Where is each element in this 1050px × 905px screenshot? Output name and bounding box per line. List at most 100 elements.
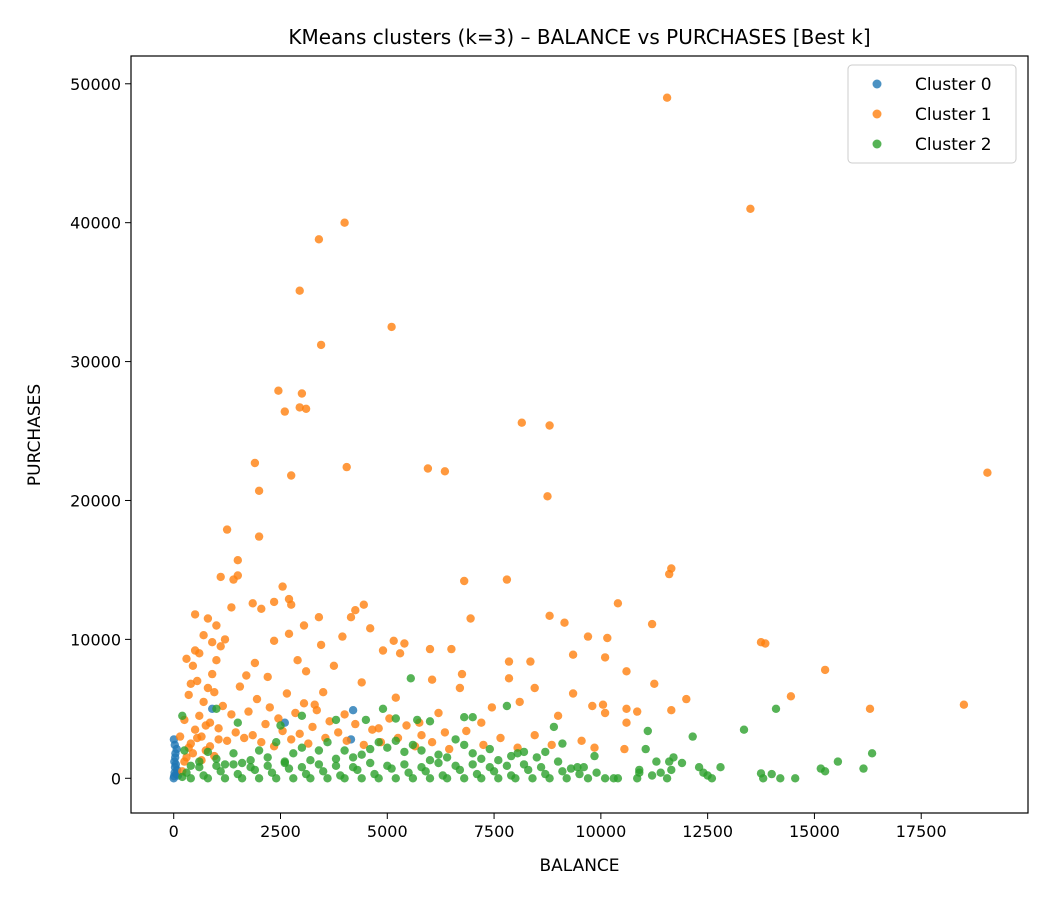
data-point bbox=[312, 706, 321, 715]
data-point bbox=[297, 711, 307, 720]
data-point bbox=[342, 736, 351, 745]
data-point bbox=[203, 614, 213, 623]
data-point bbox=[408, 740, 418, 750]
data-point bbox=[359, 600, 368, 609]
data-point bbox=[620, 744, 629, 754]
data-point bbox=[182, 654, 191, 663]
data-point bbox=[240, 733, 249, 743]
data-point bbox=[246, 756, 255, 765]
data-point bbox=[269, 597, 279, 607]
data-point bbox=[417, 731, 426, 740]
data-point bbox=[583, 632, 593, 641]
legend-item: Cluster 0 bbox=[872, 75, 992, 95]
data-point bbox=[400, 747, 409, 757]
data-point bbox=[366, 758, 375, 768]
data-point bbox=[323, 774, 332, 783]
data-point bbox=[573, 763, 582, 772]
data-point bbox=[263, 761, 272, 770]
data-point bbox=[451, 761, 460, 770]
data-point bbox=[331, 754, 341, 763]
x-axis-label: BALANCE bbox=[539, 856, 619, 876]
data-point bbox=[374, 724, 383, 733]
data-point bbox=[301, 404, 311, 413]
data-point bbox=[250, 458, 260, 468]
data-point bbox=[357, 678, 366, 687]
data-point bbox=[440, 467, 450, 476]
data-point bbox=[526, 657, 535, 666]
data-point bbox=[210, 688, 219, 697]
data-point bbox=[214, 724, 223, 733]
data-point bbox=[457, 669, 467, 679]
data-point bbox=[477, 718, 486, 727]
data-point bbox=[306, 756, 315, 765]
y-tick-label: 10000 bbox=[70, 630, 121, 649]
data-point bbox=[558, 767, 567, 776]
data-point bbox=[257, 604, 266, 613]
data-point bbox=[229, 749, 238, 758]
data-point bbox=[566, 764, 576, 773]
data-point bbox=[357, 774, 366, 783]
y-tick-label: 0 bbox=[111, 769, 121, 788]
data-point bbox=[622, 667, 631, 676]
data-point bbox=[346, 613, 356, 622]
data-point bbox=[462, 726, 471, 736]
data-point bbox=[425, 717, 435, 726]
data-point bbox=[560, 618, 569, 627]
data-point bbox=[190, 610, 200, 619]
data-point bbox=[391, 714, 400, 723]
data-point bbox=[568, 650, 578, 659]
x-tick-label: 0 bbox=[169, 822, 179, 841]
data-point bbox=[278, 582, 287, 591]
data-point bbox=[178, 711, 187, 720]
data-point bbox=[252, 694, 262, 704]
data-point bbox=[212, 621, 221, 630]
data-point bbox=[233, 769, 242, 779]
data-point bbox=[530, 731, 539, 740]
data-point bbox=[391, 693, 400, 702]
data-point bbox=[203, 683, 213, 693]
data-point bbox=[536, 763, 546, 772]
data-point bbox=[707, 774, 717, 783]
data-point bbox=[603, 633, 612, 643]
data-point bbox=[959, 700, 969, 709]
data-point bbox=[434, 708, 443, 718]
data-point bbox=[231, 728, 240, 737]
data-point bbox=[865, 704, 875, 713]
data-point bbox=[297, 763, 307, 772]
data-point bbox=[265, 703, 274, 712]
data-point bbox=[434, 758, 443, 768]
data-point bbox=[761, 639, 770, 648]
data-point bbox=[600, 708, 610, 718]
data-point bbox=[633, 774, 642, 783]
data-point bbox=[579, 763, 588, 772]
data-point bbox=[983, 468, 992, 477]
data-point bbox=[590, 751, 599, 761]
data-point bbox=[667, 706, 676, 715]
data-point bbox=[257, 738, 266, 747]
data-point bbox=[269, 636, 279, 645]
data-point bbox=[391, 774, 400, 783]
data-point bbox=[404, 768, 413, 777]
data-point bbox=[366, 624, 375, 633]
data-point bbox=[357, 750, 366, 759]
data-point bbox=[451, 735, 460, 744]
data-point bbox=[190, 646, 200, 655]
data-point bbox=[438, 771, 447, 780]
data-point bbox=[455, 683, 465, 693]
data-point bbox=[656, 768, 665, 777]
data-point bbox=[502, 701, 512, 711]
data-point bbox=[519, 747, 529, 757]
data-point bbox=[280, 758, 289, 768]
y-tick-label: 20000 bbox=[70, 491, 121, 510]
data-point bbox=[171, 753, 180, 762]
data-point bbox=[427, 675, 437, 684]
data-point bbox=[319, 767, 328, 776]
y-axis-label: PURCHASES bbox=[25, 384, 45, 486]
data-point bbox=[460, 740, 469, 750]
data-point bbox=[716, 763, 725, 772]
data-point bbox=[182, 768, 191, 777]
data-point bbox=[592, 768, 601, 777]
data-point bbox=[776, 774, 785, 783]
data-point bbox=[351, 719, 360, 729]
series-cluster-1 bbox=[175, 93, 992, 776]
